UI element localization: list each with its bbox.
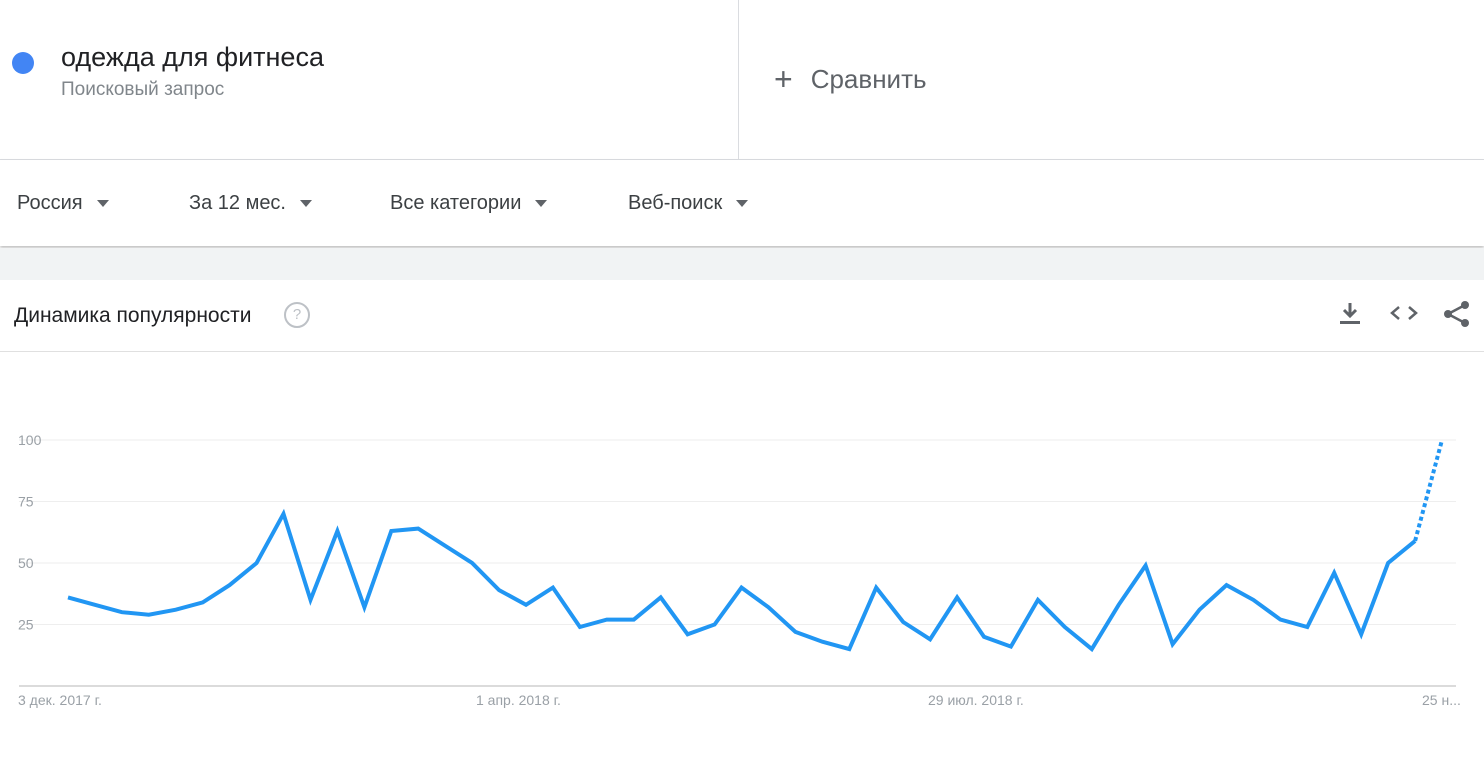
data-point[interactable] [873, 585, 879, 591]
data-point[interactable] [254, 560, 260, 566]
interest-line-chart: 25 50 75 100 3 дек. 2017 г. 1 апр. 2018 г. 29… [18, 432, 1461, 708]
y-tick-label-50: 50 [18, 555, 34, 571]
filter-bar: Россия За 12 мес. Все категории Веб-поис… [0, 160, 1484, 246]
data-point[interactable] [927, 636, 933, 642]
filter-period-dropdown[interactable]: За 12 мес. [189, 160, 312, 246]
data-point[interactable] [712, 622, 718, 628]
data-point[interactable] [604, 617, 610, 623]
section-gap [0, 248, 1484, 280]
data-point[interactable] [658, 594, 664, 600]
data-point[interactable] [1250, 597, 1256, 603]
data-point[interactable] [1358, 631, 1364, 637]
series-line [67, 508, 1417, 653]
data-point[interactable] [1439, 437, 1445, 443]
share-icon[interactable] [1442, 300, 1472, 328]
data-point[interactable] [307, 597, 313, 603]
data-point[interactable] [900, 619, 906, 625]
card-header: Динамика популярности ? [0, 280, 1484, 352]
data-point[interactable] [1412, 538, 1418, 544]
data-point[interactable] [550, 585, 556, 591]
data-point[interactable] [388, 528, 394, 534]
y-tick-label-100: 100 [18, 432, 42, 448]
data-point[interactable] [200, 599, 206, 605]
plus-icon: + [774, 61, 793, 97]
data-point[interactable] [631, 617, 637, 623]
x-tick-label: 29 июл. 2018 г. [928, 692, 1024, 708]
download-icon[interactable] [1338, 300, 1362, 326]
data-point[interactable] [1385, 560, 1391, 566]
data-point[interactable] [1035, 597, 1041, 603]
caret-down-icon [736, 199, 749, 207]
data-point[interactable] [334, 528, 340, 534]
card-title: Динамика популярности [14, 304, 252, 327]
filter-search-type-dropdown[interactable]: Веб-поиск [628, 160, 749, 246]
data-point[interactable] [792, 629, 798, 635]
data-point[interactable] [577, 624, 583, 630]
filter-region-label: Россия [17, 191, 83, 214]
data-point[interactable] [469, 560, 475, 566]
data-point[interactable] [173, 607, 179, 613]
data-point[interactable] [819, 639, 825, 645]
data-point[interactable] [146, 612, 152, 618]
x-tick-label: 1 апр. 2018 г. [476, 692, 561, 708]
data-point[interactable] [954, 594, 960, 600]
data-point[interactable] [1170, 641, 1176, 647]
data-point[interactable] [1223, 582, 1229, 588]
data-point[interactable] [1089, 646, 1095, 652]
question-circle-icon[interactable]: ? [284, 302, 310, 328]
data-point[interactable] [1062, 624, 1068, 630]
filter-period-label: За 12 мес. [189, 191, 286, 214]
y-tick-label-75: 75 [18, 494, 34, 510]
data-point[interactable] [1197, 607, 1203, 613]
data-point[interactable] [92, 602, 98, 608]
grid-layer [19, 439, 1456, 687]
data-point[interactable] [1116, 602, 1122, 608]
data-point[interactable] [846, 646, 852, 652]
series-line-partial [1413, 439, 1444, 542]
caret-down-icon [96, 199, 109, 207]
data-point[interactable] [119, 609, 125, 615]
caret-down-icon [300, 199, 312, 207]
data-point[interactable] [981, 634, 987, 640]
x-tick-label: 25 н... [1422, 692, 1461, 708]
series-layer [65, 437, 1445, 653]
data-point[interactable] [361, 604, 367, 610]
filter-search-type-label: Веб-поиск [628, 191, 723, 214]
filter-region-dropdown[interactable]: Россия [17, 160, 109, 246]
search-term-type: Поисковый запрос [61, 79, 225, 100]
data-point[interactable] [415, 526, 421, 532]
embed-code-icon[interactable] [1389, 300, 1419, 326]
data-point[interactable] [523, 602, 529, 608]
data-point[interactable] [227, 582, 233, 588]
y-tick-label-25: 25 [18, 617, 34, 633]
compare-button[interactable]: + Сравнить [774, 0, 927, 159]
term-color-dot [12, 52, 34, 74]
interest-over-time-card: Динамика популярности ? 25 50 75 100 3 дек.… [0, 280, 1484, 768]
data-point[interactable] [1277, 617, 1283, 623]
search-terms-bar: одежда для фитнеса Поисковый запрос + Ср… [0, 0, 1484, 160]
data-point[interactable] [1008, 644, 1014, 650]
search-term-name[interactable]: одежда для фитнеса [61, 42, 324, 72]
data-point[interactable] [685, 631, 691, 637]
x-tick-labels: 3 дек. 2017 г. 1 апр. 2018 г. 29 июл. 2018… [18, 692, 1461, 708]
data-point[interactable] [65, 594, 71, 600]
filter-category-dropdown[interactable]: Все категории [390, 160, 548, 246]
y-tick-labels: 25 50 75 100 [18, 432, 42, 633]
filter-category-label: Все категории [390, 191, 522, 214]
caret-down-icon [535, 199, 548, 207]
data-point[interactable] [281, 511, 287, 517]
search-term-card[interactable]: одежда для фитнеса Поисковый запрос [0, 0, 739, 159]
data-point[interactable] [442, 543, 448, 549]
compare-label: Сравнить [810, 64, 927, 94]
x-tick-label: 3 дек. 2017 г. [18, 692, 102, 708]
data-point[interactable] [765, 604, 771, 610]
data-point[interactable] [496, 587, 502, 593]
data-point[interactable] [1304, 624, 1310, 630]
data-point[interactable] [739, 585, 745, 591]
data-point[interactable] [1331, 570, 1337, 576]
data-point[interactable] [1143, 562, 1149, 568]
